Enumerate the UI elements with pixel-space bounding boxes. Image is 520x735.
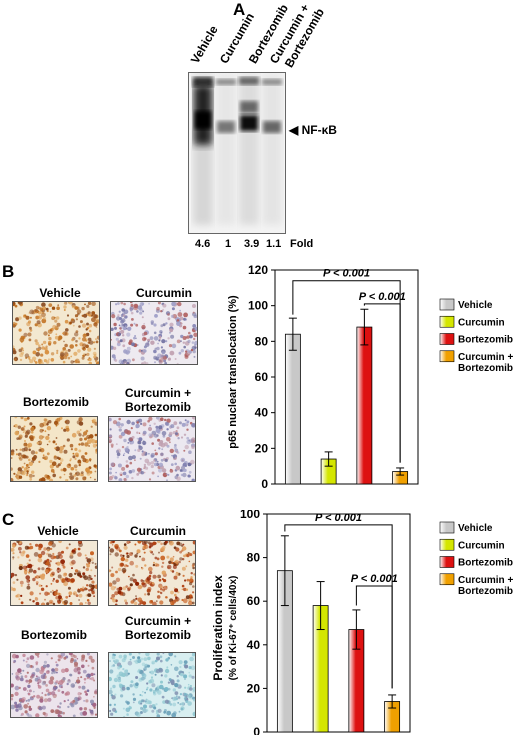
micrograph-b-curcumin	[109, 301, 199, 366]
panel-b-letter: B	[2, 262, 15, 281]
micro-label: Curcumin + Bortezomib	[124, 614, 192, 642]
legend-label: Bortezomib	[458, 586, 513, 597]
y-tick-label: 40	[255, 406, 269, 420]
y-tick-label: 80	[255, 334, 269, 348]
chart-b: p65 nuclear translocation (%) 0 20 40 60 80 1…	[227, 263, 513, 491]
micro-label: Vehicle	[39, 286, 81, 300]
y-axis-label-unit: (% of Ki-67⁺ cells/40x)	[228, 576, 239, 681]
legend-label: Bortezomib	[458, 558, 513, 569]
nfkb-band-label: ◀ NF-κB	[289, 123, 337, 137]
chart-c: Proliferation index (% of Ki-67⁺ cells/4…	[211, 510, 513, 735]
y-tick-label: 0	[253, 725, 260, 735]
legend-swatch	[439, 298, 455, 311]
micrograph-c-combo	[107, 651, 198, 719]
legend-label: Curcumin	[458, 317, 505, 328]
micro-label: Bortezomib	[21, 628, 87, 642]
legend-label: Curcumin	[458, 540, 505, 551]
micrograph-c-curcumin	[107, 539, 197, 607]
emsa-gel	[188, 72, 286, 234]
y-tick-label: 60	[255, 370, 269, 384]
bar	[284, 333, 301, 485]
y-axis-label: p65 nuclear translocation (%)	[227, 295, 239, 449]
lane-label-vehicle: Vehicle	[187, 23, 221, 67]
significance-bracket	[363, 303, 401, 463]
legend-label: Curcumin +	[458, 575, 513, 586]
y-tick-label: 80	[247, 551, 261, 565]
legend-label: Vehicle	[458, 523, 493, 534]
y-axis-label: Proliferation index	[211, 575, 225, 681]
legend-swatch	[439, 538, 455, 551]
p-value-label: P < 0.001	[359, 291, 406, 303]
legend-swatch	[439, 556, 455, 568]
micro-label: Curcumin	[129, 524, 186, 538]
y-tick-label: 0	[261, 477, 268, 491]
fold-value: 1.1	[266, 238, 282, 250]
micrograph-b-vehicle	[11, 299, 101, 366]
legend-swatch	[439, 315, 455, 328]
micrograph-c-vehicle	[9, 539, 100, 607]
micro-label: Curcumin	[135, 286, 192, 300]
y-tick-label: 100	[240, 510, 260, 521]
y-tick-label: 20	[247, 681, 261, 695]
micrograph-c-bortezomib	[9, 651, 99, 719]
significance-bracket	[284, 524, 393, 689]
legend-swatch	[439, 350, 455, 363]
y-tick-label: 60	[247, 594, 261, 608]
legend-label: Bortezomib	[458, 363, 513, 374]
legend-label: Bortezomib	[458, 335, 513, 346]
legend-swatch	[439, 521, 455, 534]
fold-label: Fold	[290, 238, 314, 250]
bar	[356, 326, 373, 485]
significance-bracket	[355, 585, 393, 689]
p-value-label: P < 0.001	[323, 268, 370, 280]
y-tick-label: 40	[247, 638, 261, 652]
y-tick-label: 100	[248, 299, 268, 313]
fold-value: 1	[225, 238, 232, 250]
panel-c-letter: C	[2, 510, 15, 529]
p-value-label: P < 0.001	[315, 512, 362, 524]
micro-label: Vehicle	[37, 524, 79, 538]
legend-swatch	[439, 573, 455, 586]
legend-label: Vehicle	[458, 300, 493, 311]
y-tick-label: 20	[255, 441, 269, 455]
legend-swatch	[439, 333, 455, 345]
fold-value: 4.6	[195, 238, 211, 250]
significance-bracket	[292, 280, 401, 463]
micro-label: Bortezomib	[23, 395, 89, 409]
y-tick-label: 120	[248, 263, 268, 277]
legend-label: Curcumin +	[458, 352, 513, 363]
p-value-label: P < 0.001	[351, 573, 398, 585]
micrograph-b-combo	[108, 415, 197, 482]
plot-frame	[266, 513, 411, 733]
micro-label: Curcumin + Bortezomib	[124, 386, 192, 414]
arrow-left-icon: ◀	[289, 123, 299, 137]
micrograph-b-bortezomib	[9, 415, 99, 483]
panel-a-letter: A	[233, 0, 246, 19]
fold-value: 3.9	[244, 238, 260, 250]
